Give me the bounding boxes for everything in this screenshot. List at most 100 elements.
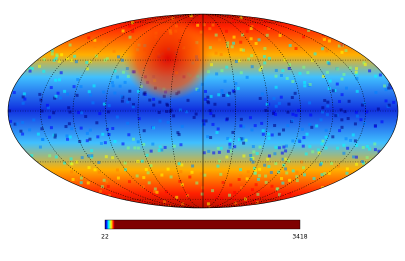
map-pixel (237, 177, 241, 181)
map-pixel (228, 149, 232, 153)
map-pixel (321, 139, 325, 143)
map-pixel (316, 148, 320, 152)
map-pixel (257, 174, 261, 178)
map-pixel (263, 20, 267, 24)
map-pixel (302, 65, 306, 69)
map-pixel (312, 26, 316, 30)
map-pixel (25, 64, 29, 68)
map-pixel (149, 149, 153, 153)
map-pixel (376, 107, 380, 111)
map-pixel (302, 173, 306, 177)
map-pixel (343, 191, 347, 195)
map-pixel (87, 90, 91, 94)
map-pixel (225, 117, 229, 121)
map-pixel (103, 141, 107, 145)
map-pixel (328, 79, 332, 83)
map-pixel (141, 185, 145, 189)
map-pixel (126, 100, 130, 104)
map-pixel (69, 157, 73, 161)
map-pixel (201, 186, 205, 190)
map-pixel (98, 112, 102, 116)
map-pixel (381, 183, 385, 187)
map-pixel (282, 145, 286, 149)
map-pixel (308, 195, 312, 199)
map-pixel (180, 124, 184, 128)
map-pixel (219, 146, 223, 150)
map-pixel (360, 159, 364, 163)
map-pixel (226, 44, 230, 48)
map-pixel (40, 127, 44, 131)
map-pixel (53, 96, 57, 100)
map-pixel (228, 145, 232, 149)
map-pixel (336, 146, 340, 150)
map-pixel (74, 29, 78, 33)
map-pixel (295, 199, 299, 203)
map-pixel (327, 86, 331, 90)
map-pixel (107, 133, 111, 137)
map-pixel (239, 16, 243, 20)
map-pixel (297, 138, 301, 142)
map-pixel (350, 35, 354, 39)
map-pixel (274, 74, 278, 78)
map-pixel (222, 93, 226, 97)
map-pixel (206, 95, 210, 99)
map-pixel (378, 73, 382, 77)
map-pixel (23, 204, 27, 208)
map-pixel (70, 162, 74, 166)
map-pixel (164, 190, 168, 194)
map-pixel (70, 170, 74, 174)
map-pixel (194, 21, 198, 25)
map-pixel (198, 14, 202, 18)
map-pixel (265, 33, 269, 37)
map-pixel (287, 159, 291, 163)
map-pixel (153, 187, 157, 191)
map-pixel (23, 97, 27, 101)
map-pixel (68, 135, 72, 139)
map-pixel (121, 142, 125, 146)
map-pixel (212, 151, 216, 155)
map-pixel (45, 196, 49, 200)
map-pixel (84, 18, 88, 22)
map-pixel (228, 138, 232, 142)
map-pixel (384, 99, 388, 103)
map-pixel (220, 69, 224, 73)
map-pixel (172, 114, 176, 118)
map-pixel (93, 44, 97, 48)
map-pixel (295, 170, 299, 174)
map-pixel (345, 190, 349, 194)
map-pixel (40, 17, 44, 21)
map-pixel (288, 43, 292, 47)
map-pixel (54, 94, 58, 98)
map-pixel (44, 206, 48, 208)
map-pixel (365, 190, 369, 194)
map-pixel (202, 23, 206, 27)
map-pixel (116, 16, 120, 20)
map-pixel (257, 177, 261, 181)
map-pixel (362, 61, 366, 65)
map-pixel (98, 189, 102, 193)
map-pixel (39, 33, 43, 37)
map-pixel (79, 85, 83, 89)
map-pixel (163, 145, 167, 149)
map-pixel (325, 49, 329, 53)
map-pixel (362, 180, 366, 184)
map-pixel (75, 178, 79, 182)
map-pixel (117, 55, 121, 59)
map-pixel (363, 18, 367, 22)
map-pixel (253, 198, 257, 202)
map-pixel (95, 121, 99, 125)
map-pixel (175, 195, 179, 199)
map-pixel (212, 114, 216, 118)
map-pixel (78, 139, 82, 143)
map-pixel (124, 168, 128, 172)
map-pixel (160, 173, 164, 177)
map-pixel (202, 122, 206, 126)
map-pixel (325, 70, 329, 74)
map-pixel (253, 124, 257, 128)
map-pixel (232, 19, 236, 23)
map-pixel (288, 192, 292, 196)
map-pixel (206, 202, 210, 206)
map-pixel (351, 133, 355, 137)
map-pixel (39, 166, 43, 170)
